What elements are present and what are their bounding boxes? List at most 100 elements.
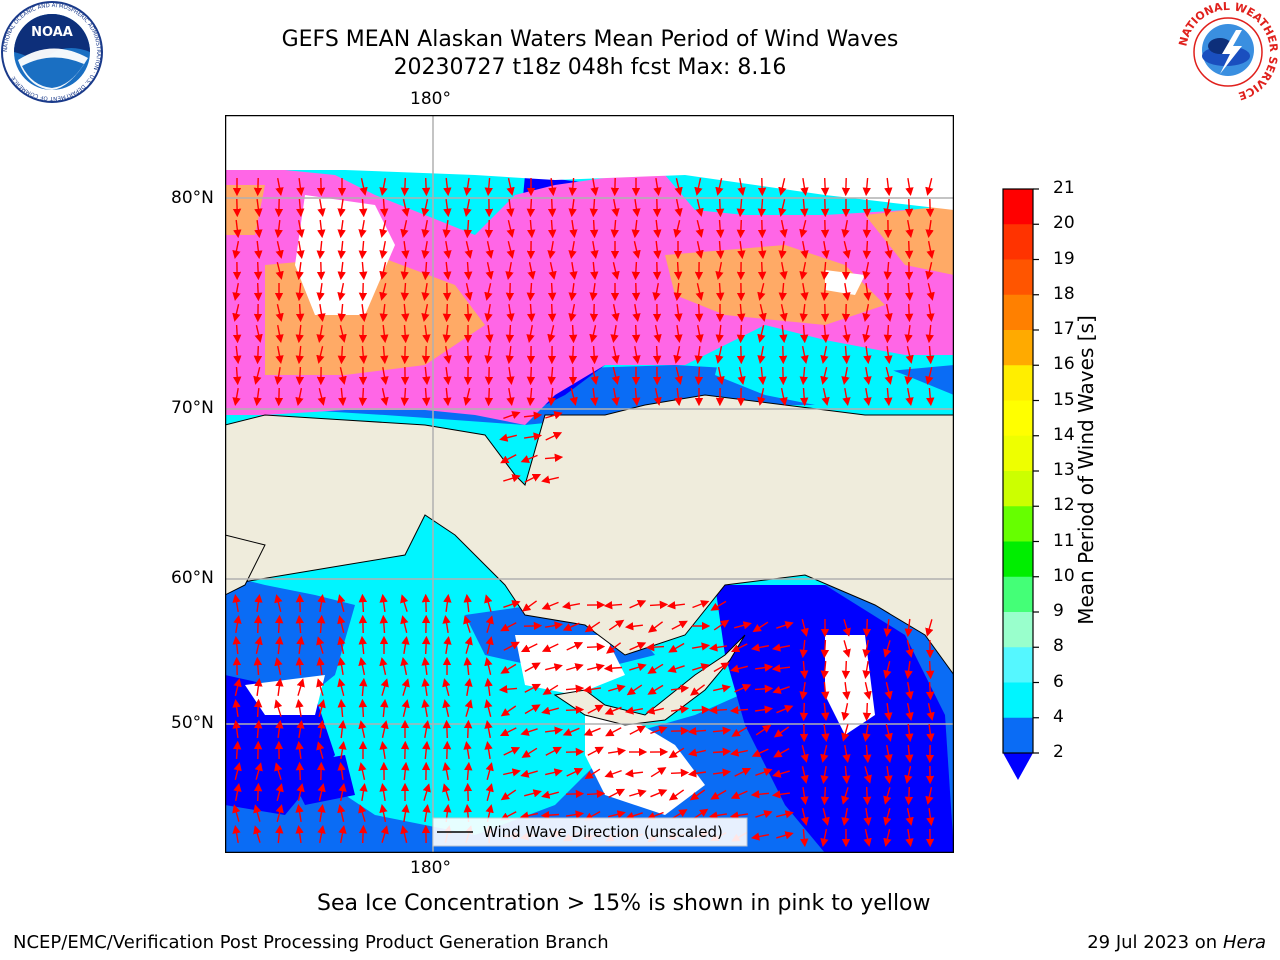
wind-wave-arrow <box>275 783 284 801</box>
wind-wave-arrow <box>337 594 346 612</box>
wind-wave-arrow <box>359 345 368 365</box>
wind-wave-arrow <box>337 761 346 781</box>
wind-wave-arrow <box>626 684 643 696</box>
wind-wave-arrow <box>519 811 539 820</box>
wind-wave-arrow <box>521 747 538 758</box>
wind-wave-arrow <box>544 453 564 462</box>
wind-wave-arrow <box>611 367 620 385</box>
wind-wave-arrow <box>757 325 766 343</box>
wind-wave-arrow <box>631 324 641 344</box>
wind-wave-arrow <box>800 240 809 260</box>
wind-wave-arrow <box>380 324 389 344</box>
wind-wave-arrow <box>484 657 493 675</box>
wind-wave-arrow <box>547 303 557 323</box>
wind-wave-arrow <box>925 178 934 196</box>
wind-wave-arrow <box>232 304 241 322</box>
wind-wave-arrow <box>752 621 769 633</box>
wind-wave-arrow <box>884 240 893 260</box>
wind-wave-arrow <box>758 304 767 322</box>
wind-wave-arrow <box>295 387 304 407</box>
wind-wave-arrow <box>401 761 410 781</box>
wind-wave-arrow <box>358 656 367 676</box>
wind-wave-arrow <box>379 240 388 260</box>
wind-wave-arrow <box>820 261 829 281</box>
wind-wave-arrow <box>443 593 452 612</box>
wind-wave-arrow <box>316 656 325 676</box>
wind-wave-arrow <box>464 636 473 654</box>
wind-wave-arrow <box>754 705 774 714</box>
wind-wave-arrow <box>443 240 452 260</box>
wind-wave-arrow <box>750 643 770 652</box>
wind-wave-arrow <box>527 219 536 239</box>
wind-wave-arrow <box>253 825 262 843</box>
wind-wave-arrow <box>731 726 748 737</box>
nodata-arctic-east <box>825 270 865 295</box>
colorbar-tick-label: 15 <box>1053 389 1075 410</box>
colorbar-band <box>1003 294 1033 331</box>
wind-wave-arrow <box>666 601 685 610</box>
wind-wave-arrow <box>925 660 935 680</box>
wind-wave-arrow <box>674 178 683 196</box>
wind-wave-arrow <box>611 262 620 280</box>
wind-wave-arrow <box>820 639 830 659</box>
wind-wave-arrow <box>800 282 809 302</box>
wind-wave-arrow <box>604 706 622 715</box>
wind-wave-arrow <box>674 198 683 218</box>
wind-wave-arrow <box>359 261 368 281</box>
wind-wave-arrow <box>548 262 557 280</box>
wind-wave-arrow <box>527 303 536 323</box>
wind-wave-arrow <box>750 832 770 841</box>
wind-wave-arrow <box>629 789 647 798</box>
wind-wave-arrow <box>547 240 556 260</box>
wind-wave-arrow <box>337 636 346 654</box>
wind-wave-arrow <box>545 726 564 735</box>
wind-wave-arrow <box>605 727 622 737</box>
wind-wave-arrow <box>254 636 263 654</box>
wind-wave-arrow <box>463 656 472 676</box>
wind-wave-arrow <box>820 745 829 763</box>
wind-wave-arrow <box>904 240 914 260</box>
wind-wave-arrow <box>442 220 451 239</box>
wind-wave-arrow <box>820 282 829 302</box>
wind-wave-arrow <box>607 747 627 756</box>
wind-wave-arrow <box>779 304 788 322</box>
wind-wave-arrow <box>275 262 284 280</box>
wind-wave-arrow <box>400 177 410 197</box>
wind-wave-arrow <box>632 303 641 323</box>
colorbar-band <box>1003 682 1033 719</box>
wind-wave-arrow <box>729 706 749 715</box>
wind-wave-arrow <box>883 808 892 826</box>
wind-wave-arrow <box>337 220 346 239</box>
wind-wave-arrow <box>503 768 521 777</box>
wind-wave-arrow <box>904 786 914 806</box>
wind-wave-arrow <box>821 702 830 722</box>
wind-wave-arrow <box>400 656 409 676</box>
wind-wave-arrow <box>317 219 326 239</box>
wind-wave-arrow <box>317 719 326 739</box>
wind-wave-arrow <box>716 240 725 260</box>
wind-wave-arrow <box>442 678 451 696</box>
wind-wave-arrow <box>337 656 346 676</box>
wind-wave-arrow <box>734 621 752 630</box>
wind-wave-arrow <box>421 261 430 281</box>
wind-wave-arrow <box>400 282 409 302</box>
wind-wave-arrow <box>757 261 767 281</box>
wind-wave-arrow <box>566 663 584 672</box>
colorbar-tick-label: 8 <box>1053 636 1064 657</box>
wind-wave-arrow <box>821 388 830 406</box>
wind-wave-arrow <box>484 177 493 197</box>
wind-wave-arrow <box>316 678 325 696</box>
wind-wave-arrow <box>337 240 346 260</box>
wind-wave-arrow <box>421 219 430 239</box>
wind-wave-arrow <box>715 261 724 281</box>
colorbar-tick-label: 11 <box>1053 530 1075 551</box>
wind-wave-arrow <box>670 768 690 778</box>
wind-wave-arrow <box>401 635 410 655</box>
wind-wave-arrow <box>316 741 325 759</box>
wind-wave-arrow <box>884 346 893 365</box>
wind-wave-arrow <box>527 262 536 280</box>
wind-wave-arrow <box>253 782 263 802</box>
wind-wave-arrow <box>632 198 641 218</box>
wind-wave-arrow <box>524 789 542 798</box>
wind-wave-arrow <box>691 705 711 715</box>
